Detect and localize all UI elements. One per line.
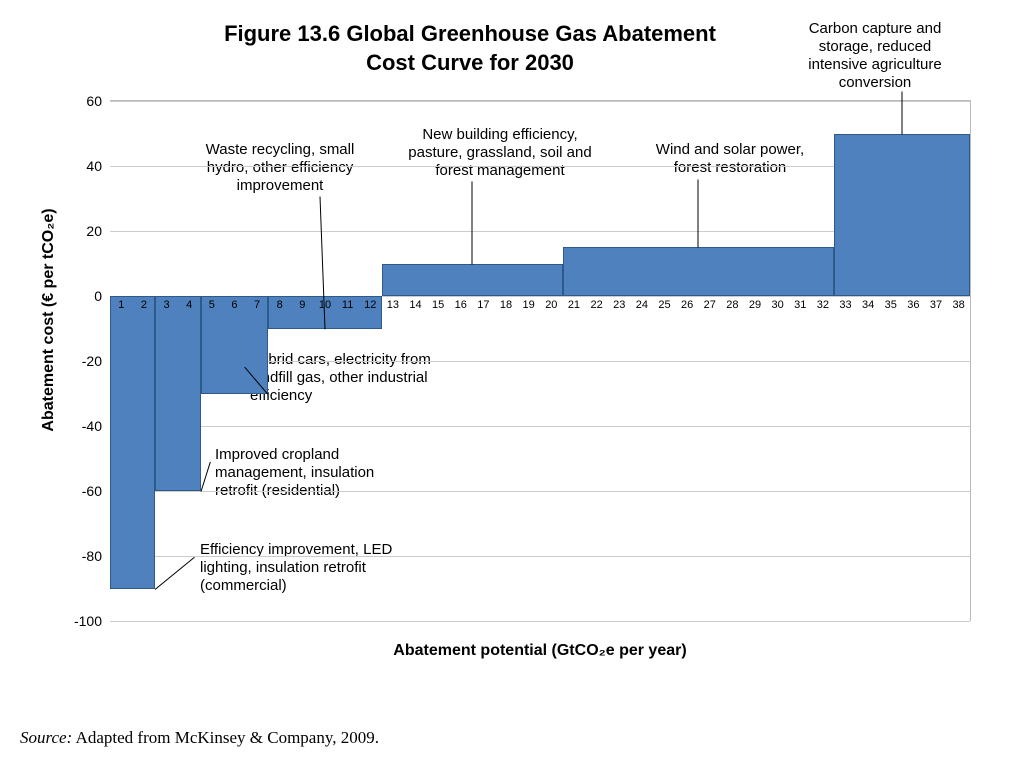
- source-label: Source:: [20, 728, 72, 747]
- gridline: [110, 101, 970, 102]
- xtick-label: 30: [772, 299, 784, 311]
- xtick-label: 28: [726, 299, 738, 311]
- ytick-label: 20: [62, 223, 102, 239]
- ytick-label: 60: [62, 93, 102, 109]
- xtick-label: 3: [164, 299, 170, 311]
- pointer-line: [698, 180, 699, 248]
- gridline: [110, 491, 970, 492]
- source-citation: Source: Adapted from McKinsey & Company,…: [20, 728, 379, 748]
- pointer-line: [472, 182, 473, 265]
- annotation-wind: Wind and solar power, forest restoration: [640, 141, 820, 177]
- xtick-label: 38: [953, 299, 965, 311]
- xtick-label: 20: [545, 299, 557, 311]
- xtick-label: 25: [658, 299, 670, 311]
- bar-segment: [110, 296, 155, 589]
- xtick-label: 6: [231, 299, 237, 311]
- source-text: Adapted from McKinsey & Company, 2009.: [72, 728, 379, 747]
- annotation-hybrid: Hybrid cars, electricity from landfill g…: [250, 351, 450, 405]
- ytick-label: -80: [62, 548, 102, 564]
- gridline: [110, 621, 970, 622]
- xtick-label: 33: [839, 299, 851, 311]
- xtick-label: 37: [930, 299, 942, 311]
- annotation-ccs: Carbon capture and storage, reduced inte…: [790, 20, 960, 92]
- xtick-label: 2: [141, 299, 147, 311]
- ytick-label: 40: [62, 158, 102, 174]
- plot-area: Waste recycling, small hydro, other effi…: [110, 100, 971, 621]
- xtick-label: 36: [907, 299, 919, 311]
- xtick-label: 19: [523, 299, 535, 311]
- pointer-line: [155, 556, 195, 589]
- xtick-label: 16: [455, 299, 467, 311]
- ytick-label: -60: [62, 483, 102, 499]
- gridline: [110, 556, 970, 557]
- xtick-label: 21: [568, 299, 580, 311]
- xtick-label: 5: [209, 299, 215, 311]
- xtick-label: 29: [749, 299, 761, 311]
- x-axis-label: Abatement potential (GtCO₂e per year): [110, 642, 970, 660]
- xtick-label: 32: [817, 299, 829, 311]
- xtick-label: 24: [636, 299, 648, 311]
- xtick-label: 34: [862, 299, 874, 311]
- xtick-label: 22: [590, 299, 602, 311]
- xtick-label: 15: [432, 299, 444, 311]
- xtick-label: 13: [387, 299, 399, 311]
- xtick-label: 7: [254, 299, 260, 311]
- bar-segment: [834, 134, 970, 297]
- bar-segment: [563, 247, 835, 296]
- chart-container: Figure 13.6 Global Greenhouse Gas Abatem…: [20, 20, 980, 660]
- xtick-label: 14: [409, 299, 421, 311]
- annotation-waste: Waste recycling, small hydro, other effi…: [190, 141, 370, 195]
- xtick-label: 11: [342, 299, 353, 311]
- xtick-label: 4: [186, 299, 192, 311]
- xtick-label: 8: [277, 299, 283, 311]
- xtick-label: 35: [885, 299, 897, 311]
- pointer-line: [902, 92, 903, 135]
- y-axis-label: Abatement cost (€ per tCO₂e): [40, 208, 58, 431]
- xtick-label: 27: [704, 299, 716, 311]
- chart-title: Figure 13.6 Global Greenhouse Gas Abatem…: [220, 20, 720, 77]
- xtick-label: 17: [477, 299, 489, 311]
- annotation-efficiency: Efficiency improvement, LED lighting, in…: [200, 541, 420, 595]
- xtick-label: 18: [500, 299, 512, 311]
- ytick-label: 0: [62, 288, 102, 304]
- xtick-label: 26: [681, 299, 693, 311]
- bar-segment: [382, 264, 563, 297]
- gridline: [110, 426, 970, 427]
- pointer-line: [200, 461, 210, 491]
- xtick-label: 12: [364, 299, 376, 311]
- ytick-label: -40: [62, 418, 102, 434]
- ytick-label: -100: [62, 613, 102, 629]
- xtick-label: 23: [613, 299, 625, 311]
- xtick-label: 31: [794, 299, 806, 311]
- xtick-label: 1: [118, 299, 124, 311]
- ytick-label: -20: [62, 353, 102, 369]
- xtick-label: 10: [319, 299, 331, 311]
- bar-segment: [155, 296, 200, 491]
- annotation-building: New building efficiency, pasture, grassl…: [400, 126, 600, 180]
- xtick-label: 9: [299, 299, 305, 311]
